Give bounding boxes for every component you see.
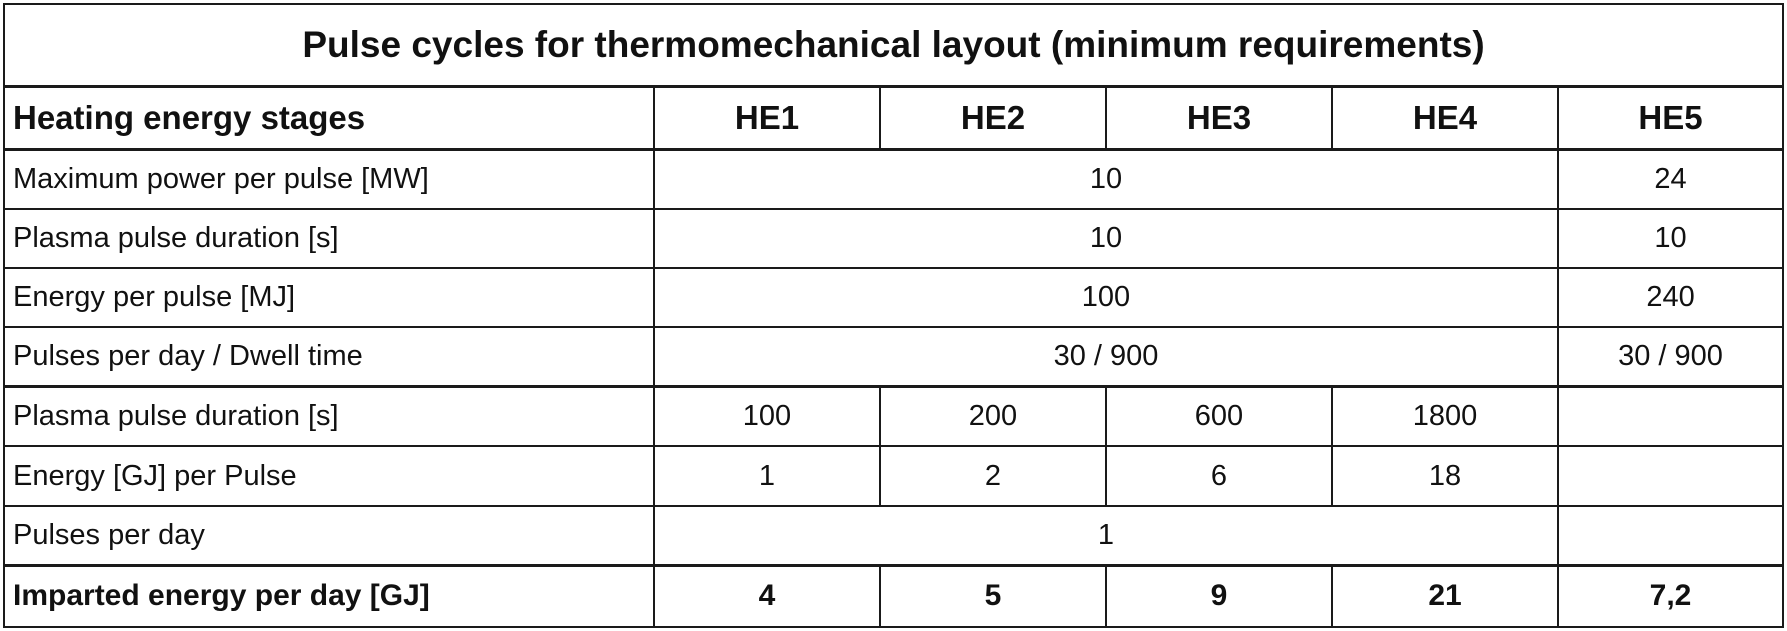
cell-he5-empty [1556, 504, 1785, 567]
cell-he3: 600 [1105, 385, 1333, 448]
cell-he1-4: 100 [653, 267, 1559, 329]
cell-he3: 6 [1105, 445, 1333, 507]
cell-he5: 240 [1556, 267, 1785, 329]
header-label: Heating energy stages [3, 85, 655, 152]
table-row-imparted-energy: Imparted energy per day [GJ] 4 5 9 21 7,… [3, 563, 1785, 628]
header-he3: HE3 [1105, 85, 1333, 152]
table-title-row: Pulse cycles for thermomechanical layout… [2, 2, 1785, 88]
row-label: Pulses per day [3, 504, 655, 567]
cell-he5: 10 [1556, 208, 1785, 270]
table-row-max-power: Maximum power per pulse [MW] 10 24 [3, 148, 1785, 211]
table-row-energy-per-pulse: Energy per pulse [MJ] 100 240 [3, 267, 1785, 329]
cell-he1-4: 10 [653, 208, 1559, 270]
cell-he1: 100 [653, 385, 881, 448]
row-label: Plasma pulse duration [s] [3, 385, 655, 448]
header-he2: HE2 [879, 85, 1107, 152]
cell-he5-empty [1556, 385, 1785, 448]
header-row: Heating energy stages HE1 HE2 HE3 HE4 HE… [3, 85, 1785, 152]
cell-he5: 30 / 900 [1556, 326, 1785, 388]
table-title: Pulse cycles for thermomechanical layout… [2, 2, 1785, 88]
cell-he5: 7,2 [1556, 563, 1785, 628]
row-label: Energy per pulse [MJ] [3, 267, 655, 329]
row-label: Imparted energy per day [GJ] [3, 563, 655, 628]
cell-he1-4: 1 [653, 504, 1559, 567]
cell-he2: 2 [879, 445, 1107, 507]
header-he4: HE4 [1331, 85, 1559, 152]
row-label: Pulses per day / Dwell time [3, 326, 655, 388]
cell-he4: 18 [1331, 445, 1559, 507]
cell-he1-4: 30 / 900 [653, 326, 1559, 388]
cell-he4: 21 [1331, 563, 1559, 628]
table-row-long-pulse-duration: Plasma pulse duration [s] 100 200 600 18… [3, 385, 1785, 448]
cell-he2: 5 [879, 563, 1107, 628]
header-he1: HE1 [653, 85, 881, 152]
table-row-pulse-duration: Plasma pulse duration [s] 10 10 [3, 208, 1785, 270]
table-row-long-pulse-energy: Energy [GJ] per Pulse 1 2 6 18 [3, 445, 1785, 507]
row-label: Energy [GJ] per Pulse [3, 445, 655, 507]
cell-he3: 9 [1105, 563, 1333, 628]
table-row-long-pulses-per-day: Pulses per day 1 [3, 504, 1785, 567]
cell-he2: 200 [879, 385, 1107, 448]
cell-he1: 1 [653, 445, 881, 507]
cell-he1-4: 10 [653, 148, 1559, 211]
cell-he5-empty [1556, 445, 1785, 507]
row-label: Plasma pulse duration [s] [3, 208, 655, 270]
cell-he4: 1800 [1331, 385, 1559, 448]
cell-he1: 4 [653, 563, 881, 628]
row-label: Maximum power per pulse [MW] [3, 148, 655, 211]
header-he5: HE5 [1556, 85, 1785, 152]
cell-he5: 24 [1556, 148, 1785, 211]
table-row-pulses-dwell: Pulses per day / Dwell time 30 / 900 30 … [3, 326, 1785, 388]
